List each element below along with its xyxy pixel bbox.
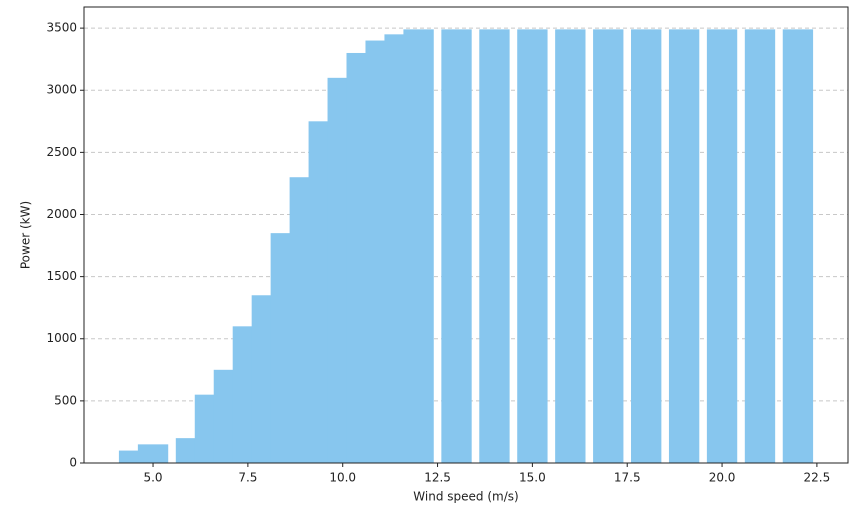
bar [137,444,169,463]
x-tick-label: 20.0 [709,471,736,485]
y-tick-label: 3500 [46,21,77,35]
y-tick-label: 1000 [46,331,77,345]
x-tick-label: 7.5 [238,471,257,485]
x-axis-label: Wind speed (m/s) [413,490,518,504]
y-axis-label: Power (kW) [19,201,33,269]
y-tick-label: 0 [69,456,77,470]
axes-frame [83,6,849,464]
bar [441,29,472,464]
x-tick-label: 5.0 [143,471,162,485]
bar [668,29,700,464]
x-tick-label: 10.0 [329,471,356,485]
bar [555,29,586,464]
bars [118,29,814,464]
y-tick-label: 2000 [46,207,77,221]
x-tick-label: 15.0 [519,471,546,485]
bar [403,29,434,464]
bar [744,29,776,464]
x-tick-label: 12.5 [424,471,451,485]
y-tick-label: 2500 [46,145,77,159]
y-tick-label: 3000 [46,83,77,97]
x-tick-label: 22.5 [804,471,831,485]
bar [631,29,662,464]
bar [782,29,814,464]
y-tick-label: 1500 [46,269,77,283]
bar [479,29,510,464]
bar [593,29,624,464]
bar [706,29,738,464]
bar [517,29,548,464]
y-tick-label: 500 [54,393,77,407]
x-tick-label: 17.5 [614,471,641,485]
